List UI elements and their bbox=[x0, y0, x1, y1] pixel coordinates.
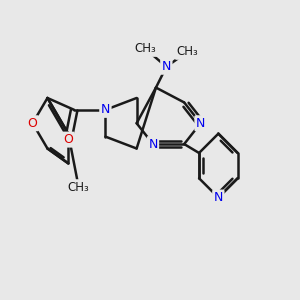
Text: CH₃: CH₃ bbox=[176, 45, 198, 58]
Text: N: N bbox=[162, 60, 171, 73]
Text: N: N bbox=[214, 191, 223, 204]
Text: N: N bbox=[101, 103, 110, 116]
Text: N: N bbox=[148, 138, 158, 151]
Text: CH₃: CH₃ bbox=[135, 42, 156, 56]
Text: O: O bbox=[28, 117, 38, 130]
Text: O: O bbox=[63, 133, 73, 146]
Text: CH₃: CH₃ bbox=[68, 181, 89, 194]
Text: N: N bbox=[196, 117, 205, 130]
